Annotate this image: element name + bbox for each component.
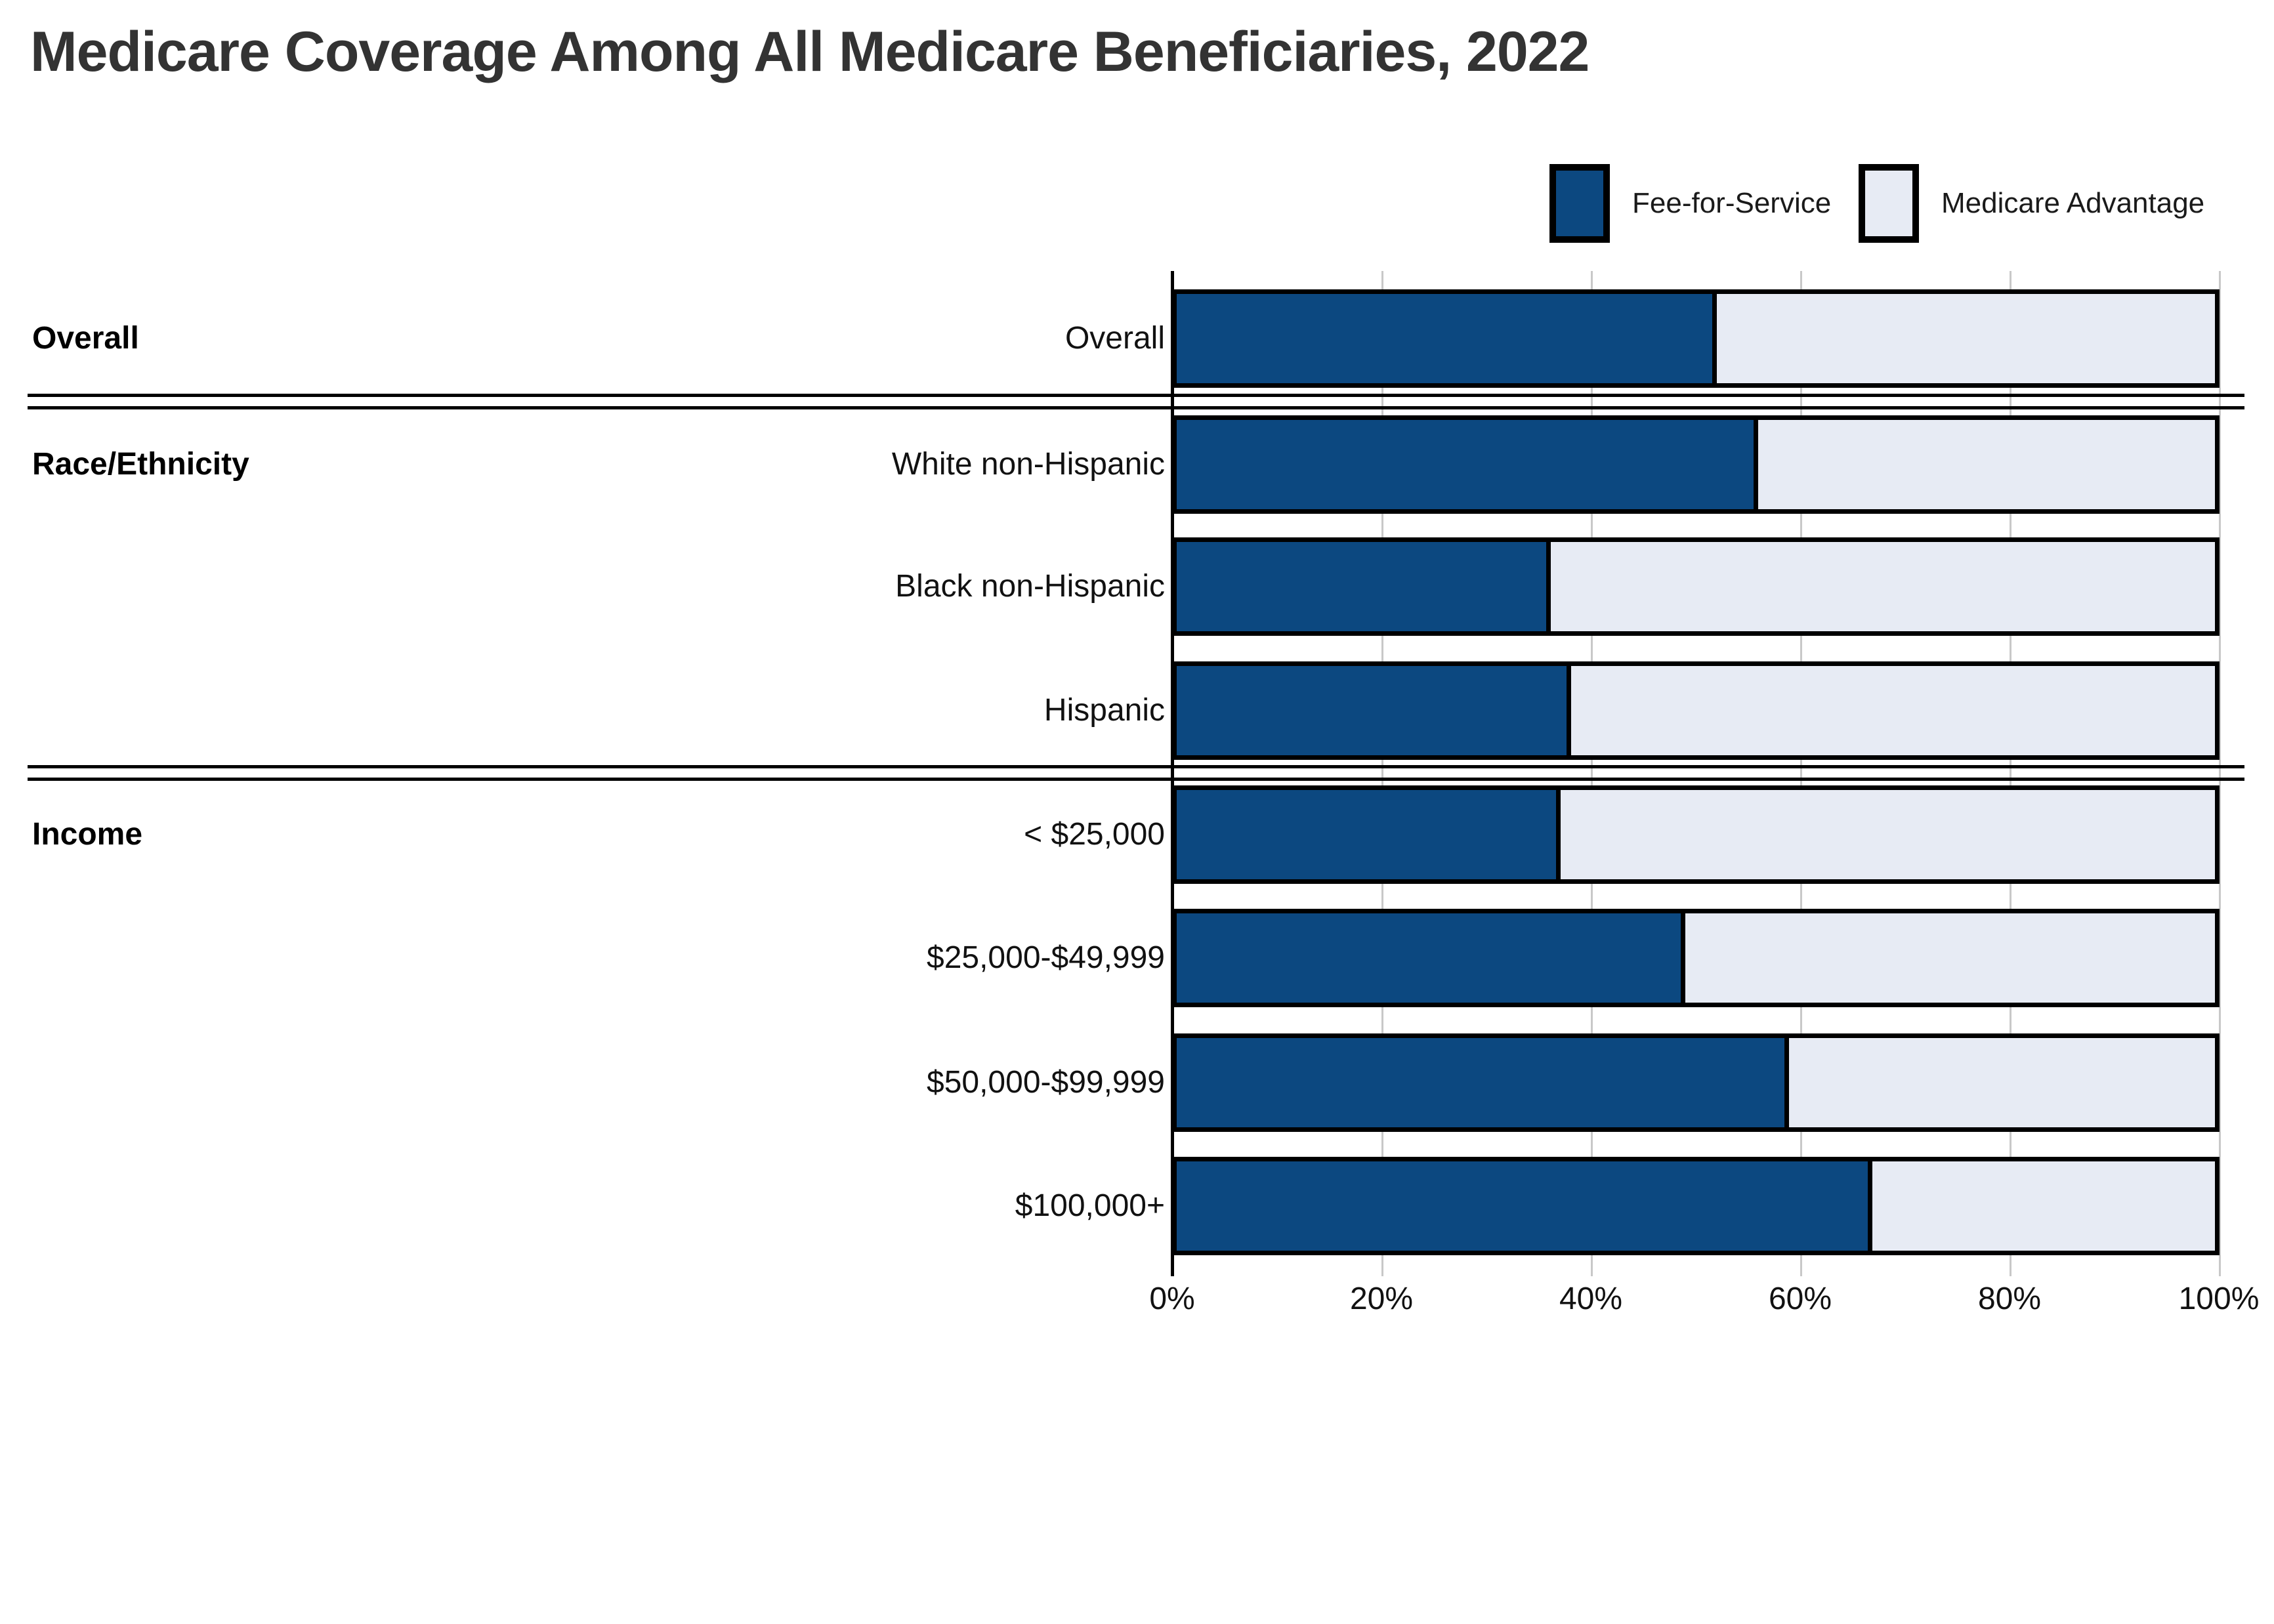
legend-label: Medicare Advantage (1941, 187, 2205, 219)
bar-segment-fee-for-service (1177, 542, 1551, 631)
gridline-100pct (2219, 271, 2221, 1276)
bar-segment-medicare-advantage (1550, 542, 2215, 631)
row-label-under-25000: < $25,000 (1024, 817, 1165, 852)
y-axis-line (1171, 271, 1174, 1276)
row-label-25000-49999: $25,000-$49,999 (927, 940, 1165, 975)
bar-segment-medicare-advantage (1571, 666, 2215, 755)
row-label-50000-99999: $50,000-$99,999 (927, 1065, 1165, 1100)
row-label-white-non-hispanic: White non-Hispanic (891, 447, 1165, 482)
row-label-100000-plus: $100,000+ (1015, 1188, 1165, 1223)
bar-row-100000-plus (1172, 1157, 2220, 1255)
group-label-overall: Overall (32, 321, 139, 356)
bar-row-50000-99999 (1172, 1033, 2220, 1132)
bar-row-hispanic (1172, 661, 2220, 760)
bar-segment-fee-for-service (1177, 1161, 1872, 1251)
bar-row-black-non-hispanic (1172, 537, 2220, 636)
x-tick-0: 0% (1149, 1281, 1195, 1316)
chart-title: Medicare Coverage Among All Medicare Ben… (30, 20, 1590, 83)
group-separator (28, 394, 2244, 409)
bar-row-under-25000 (1172, 785, 2220, 884)
bar-row-25000-49999 (1172, 909, 2220, 1007)
bar-segment-fee-for-service (1177, 913, 1686, 1003)
bar-segment-medicare-advantage (1561, 790, 2215, 879)
bar-row-overall (1172, 289, 2220, 388)
group-label-income: Income (32, 817, 143, 852)
bar-row-white-non-hispanic (1172, 415, 2220, 514)
group-separator (28, 765, 2244, 781)
fee-for-service-swatch-icon (1549, 164, 1610, 243)
row-label-overall: Overall (1064, 321, 1165, 356)
x-tick-60: 60% (1768, 1281, 1832, 1316)
bar-segment-medicare-advantage (1789, 1038, 2215, 1127)
medicare-advantage-swatch-icon (1859, 164, 1919, 243)
bar-segment-fee-for-service (1177, 294, 1717, 383)
x-tick-100: 100% (2178, 1281, 2260, 1316)
bar-segment-medicare-advantage (1758, 420, 2215, 509)
gridline-60pct (1800, 271, 1802, 1276)
x-tick-80: 80% (1977, 1281, 2042, 1316)
group-label-race-ethnicity: Race/Ethnicity (32, 447, 249, 482)
legend-item-fee-for-service: Fee-for-Service (1549, 164, 1831, 243)
bar-segment-fee-for-service (1177, 790, 1561, 879)
bar-segment-medicare-advantage (1872, 1161, 2215, 1251)
legend-item-medicare-advantage: Medicare Advantage (1859, 164, 2204, 243)
bar-segment-fee-for-service (1177, 420, 1758, 509)
row-label-hispanic: Hispanic (1043, 693, 1165, 728)
legend-label: Fee-for-Service (1632, 187, 1832, 219)
bar-segment-fee-for-service (1177, 1038, 1790, 1127)
x-tick-20: 20% (1349, 1281, 1414, 1316)
row-label-black-non-hispanic: Black non-Hispanic (895, 569, 1165, 604)
gridline-20pct (1381, 271, 1383, 1276)
gridline-80pct (2010, 271, 2011, 1276)
x-tick-40: 40% (1559, 1281, 1623, 1316)
bar-segment-fee-for-service (1177, 666, 1572, 755)
bar-segment-medicare-advantage (1685, 913, 2215, 1003)
bar-segment-medicare-advantage (1716, 294, 2215, 383)
gridline-40pct (1591, 271, 1593, 1276)
